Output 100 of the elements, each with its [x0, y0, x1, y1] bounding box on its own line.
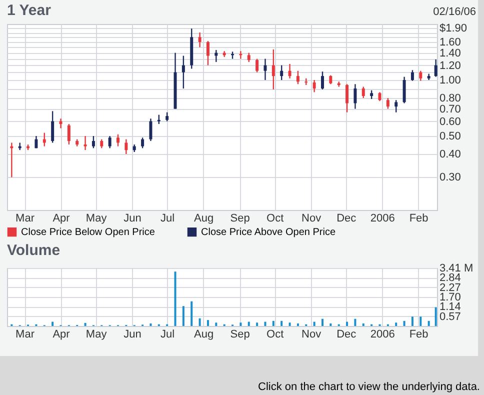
x-tick-label: Mar	[16, 212, 35, 224]
legend-label: Close Price Above Open Price	[201, 227, 336, 238]
bar	[84, 322, 86, 326]
y2-tick-label: 2.84	[440, 272, 461, 284]
y-tick-label: $1.90	[440, 22, 468, 35]
bar	[190, 301, 193, 326]
candlestick	[272, 48, 275, 90]
x-tick-label: May	[86, 328, 108, 340]
candlestick	[206, 40, 210, 66]
bar	[346, 322, 348, 326]
candlestick	[394, 99, 398, 113]
bar	[256, 322, 258, 326]
x-tick-label: Nov	[302, 212, 322, 224]
candlestick	[346, 84, 349, 113]
y2-tick-label: 1.14	[440, 301, 461, 314]
bar	[215, 322, 218, 326]
x-tick-label: Jul	[160, 328, 175, 340]
candlestick	[362, 86, 365, 99]
candlestick	[354, 84, 357, 110]
x-tick-label: Oct	[266, 212, 284, 224]
bar	[411, 316, 414, 326]
bar	[296, 323, 299, 326]
text: Click on the chart to view the underlying data.	[258, 381, 480, 393]
candlestick	[386, 97, 390, 110]
bar	[150, 323, 152, 326]
x-tick-label: Apr	[52, 212, 70, 224]
candlestick	[157, 114, 160, 125]
bar	[198, 318, 201, 326]
bar	[403, 320, 406, 326]
candlestick	[182, 55, 185, 90]
bar	[174, 272, 176, 326]
x-tick-label: Jun	[124, 212, 142, 224]
bar	[240, 322, 242, 326]
y-tick-label: 0.40	[440, 148, 461, 161]
candlestick	[34, 135, 38, 149]
candlestick	[288, 63, 292, 79]
x-tick-label: 2006	[370, 212, 395, 224]
x-tick-label: Jun	[124, 328, 142, 340]
candlestick	[402, 76, 406, 104]
bar	[52, 322, 54, 326]
bar	[428, 320, 430, 326]
bar	[272, 320, 274, 326]
bar	[434, 307, 437, 326]
candlestick	[320, 70, 324, 90]
bar	[313, 322, 316, 326]
x-tick-label: Feb	[409, 212, 428, 224]
x-tick-label: Dec	[336, 212, 357, 224]
y2-tick-label: 0.57	[440, 310, 461, 323]
bar	[330, 323, 332, 326]
candlestick	[419, 70, 422, 82]
candlestick	[198, 32, 202, 48]
candlestick	[116, 134, 120, 147]
candlestick	[51, 110, 54, 144]
y2-tick-label: 2.27	[440, 282, 461, 294]
x-tick-label: Oct	[266, 328, 284, 340]
x-tick-label: Sep	[230, 328, 250, 340]
y-tick-label: 0.30	[440, 172, 461, 184]
x-tick-label: May	[86, 212, 108, 224]
bar	[248, 322, 250, 326]
candlestick	[149, 118, 152, 142]
candlestick	[67, 123, 70, 146]
bar	[362, 323, 364, 326]
candlestick	[410, 70, 414, 82]
x-tick-label: 2006	[370, 328, 395, 340]
candlestick	[256, 58, 259, 73]
y-tick-label: 0.50	[440, 130, 461, 142]
bar	[420, 316, 422, 326]
x-tick-label: Dec	[336, 328, 357, 340]
x-tick-label: Nov	[302, 328, 322, 340]
candlestick	[434, 58, 438, 78]
candlestick	[108, 135, 112, 149]
y-tick-label: 0.80	[440, 92, 461, 105]
legend-label: Close Price Below Open Price	[21, 227, 156, 238]
bar	[264, 322, 266, 326]
x-tick-label: Sep	[230, 212, 250, 224]
y2-tick-label: 3.41 M	[440, 262, 474, 274]
bar	[321, 318, 324, 326]
x-tick-label: Apr	[52, 328, 70, 340]
bar	[280, 320, 283, 326]
bar	[288, 322, 291, 326]
candlestick	[264, 58, 267, 81]
bar	[395, 322, 398, 326]
y-tick-label: 1.20	[440, 60, 461, 72]
y-tick-label: 0.70	[440, 103, 461, 116]
chart-title: 1 Year	[7, 2, 52, 20]
bar	[206, 320, 209, 326]
bar	[354, 318, 356, 326]
candlestick	[280, 64, 284, 81]
candlestick	[124, 138, 128, 155]
x-tick-label: Jul	[160, 212, 175, 224]
y-tick-label: 1.60	[440, 36, 461, 49]
x-tick-label: Aug	[194, 212, 214, 224]
y-tick-label: 1.40	[440, 47, 461, 60]
bar	[182, 306, 184, 326]
y-tick-label: 0.60	[440, 116, 461, 128]
y-tick-label: 1.00	[440, 74, 461, 86]
candlestick	[92, 135, 95, 149]
candlestick	[141, 137, 144, 149]
candlestick	[84, 135, 87, 151]
candlestick	[296, 70, 300, 85]
